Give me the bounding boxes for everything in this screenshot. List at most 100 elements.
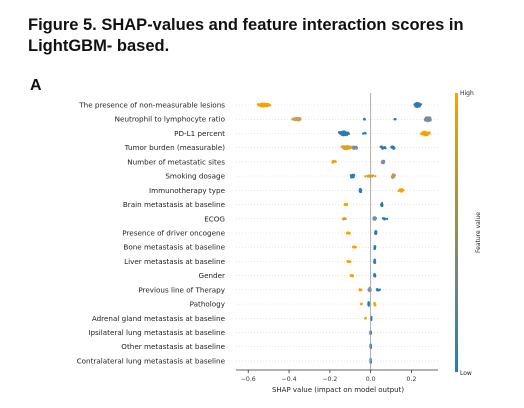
shap-point (348, 145, 351, 148)
shap-point (292, 117, 295, 120)
shap-point (373, 247, 376, 250)
shap-point (373, 218, 377, 221)
shap-point (372, 216, 375, 219)
shap-point (257, 104, 260, 107)
x-axis: −0.6 −0.4 −0.2 0.0 0.2 (236, 369, 438, 383)
x-tick-label: −0.2 (322, 376, 337, 383)
shap-point (347, 132, 350, 136)
feature-label: ECOG (204, 214, 225, 223)
feature-label: The presence of non-measurable lesions (78, 101, 225, 110)
shap-point (340, 132, 343, 136)
shap-point (373, 274, 376, 277)
shap-point (363, 117, 366, 121)
shap-point (391, 173, 395, 176)
shap-point (362, 132, 365, 135)
shap-point (359, 190, 363, 194)
colorbar-title: Feature value (475, 212, 482, 253)
figure-title: Figure 5. SHAP-values and feature intera… (28, 16, 464, 55)
shap-point (399, 189, 403, 192)
feature-label: Previous line of Therapy (138, 285, 225, 294)
shap-point (353, 245, 356, 248)
x-tick-label: 0.2 (407, 376, 417, 383)
shap-point (352, 146, 355, 149)
shap-point (379, 145, 382, 149)
shap-point (346, 260, 350, 263)
feature-label: Brain metastasis at baseline (123, 200, 226, 209)
shap-point (346, 231, 350, 234)
shap-point (375, 289, 379, 292)
shap-point (340, 145, 343, 148)
colorbar: High Low Feature value (455, 90, 482, 377)
shap-point (381, 217, 385, 220)
shap-point (373, 302, 376, 305)
shap-point (364, 175, 367, 178)
shap-point (392, 146, 395, 149)
feature-label: Pathology (190, 300, 226, 309)
shap-point (267, 104, 270, 107)
feature-label: Contralateral lung metastasis at baselin… (77, 356, 226, 365)
feature-label: Bone metastasis at baseline (123, 243, 225, 252)
feature-label: Liver metastasis at baseline (124, 257, 225, 266)
shap-point (374, 175, 377, 178)
feature-label: Smoking dosage (165, 172, 225, 181)
shap-point (385, 217, 389, 221)
shap-point (366, 174, 369, 178)
feature-label: Ipsilateral lung metastasis at baseline (88, 328, 225, 337)
shap-point (345, 144, 348, 148)
shap-point (331, 160, 335, 163)
shap-point (414, 105, 418, 108)
x-tick-label: −0.6 (241, 376, 256, 383)
shap-point (345, 147, 348, 150)
shap-point (348, 147, 351, 150)
shap-point (343, 133, 347, 136)
shap-point (426, 119, 429, 122)
shap-point (393, 118, 397, 121)
x-tick-label: 0.0 (366, 376, 376, 383)
feature-rows: The presence of non-measurable lesions Ne… (77, 101, 438, 365)
shap-point (426, 133, 429, 136)
shap-point (345, 132, 348, 136)
shap-point (344, 203, 347, 207)
shap-point (373, 260, 376, 263)
shap-point (345, 203, 349, 206)
feature-label: Neutrophil to lymphocyte ratio (115, 115, 225, 124)
colorbar-low-label: Low (460, 370, 472, 377)
shap-point (295, 117, 298, 120)
shap-point (382, 159, 386, 163)
shap-point (390, 175, 394, 178)
shap-point (350, 274, 353, 277)
shap-point (265, 102, 268, 106)
shap-point (380, 203, 384, 206)
shap-point (364, 317, 367, 320)
x-axis-label: SHAP value (impact on model output) (272, 386, 404, 394)
shap-point (260, 102, 264, 105)
shap-points (256, 102, 432, 364)
shap-point (358, 288, 361, 291)
shap-point (351, 175, 355, 178)
shap-point (373, 245, 376, 248)
feature-label: Gender (199, 271, 226, 280)
shap-point (354, 146, 357, 150)
feature-label: Immunotherapy type (149, 186, 226, 195)
shap-point (392, 175, 396, 178)
feature-label: Number of metastatic sites (127, 157, 225, 166)
x-tick-label: −0.4 (282, 376, 297, 383)
shap-point (344, 217, 347, 221)
shap-point (422, 132, 425, 136)
shap-point (338, 131, 341, 134)
shap-point (360, 302, 363, 305)
shap-point (381, 161, 384, 164)
shap-point (342, 130, 345, 133)
colorbar-gradient (455, 93, 458, 372)
shap-point (263, 102, 266, 106)
feature-label: Tumor burden (measurable) (124, 143, 226, 152)
shap-point (419, 103, 422, 106)
shap-point (343, 147, 346, 151)
shap-point (415, 103, 419, 106)
shap-point (334, 160, 337, 163)
shap-point (424, 119, 427, 122)
shap-point (367, 302, 370, 305)
feature-label: Other metastasis at baseline (121, 342, 225, 351)
shap-point (298, 117, 302, 121)
